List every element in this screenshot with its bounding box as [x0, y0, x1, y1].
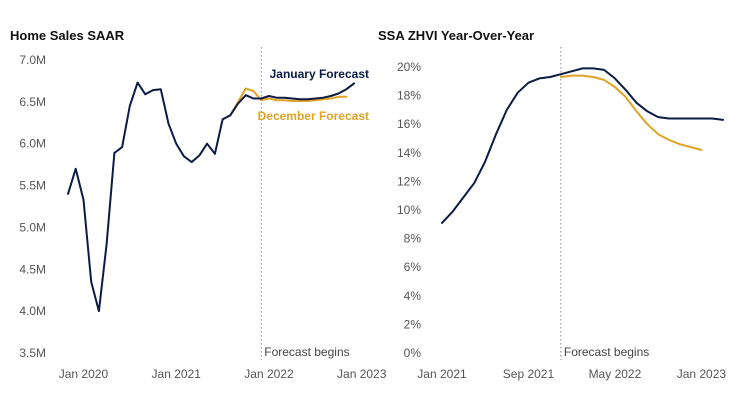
series-line-december-forecast: [559, 74, 703, 151]
y-tick-label: 5.0M: [19, 220, 46, 234]
x-tick-label: Jan 2020: [59, 367, 109, 381]
y-tick-label: 3.5M: [19, 346, 46, 360]
home-sales-chart: 3.5M 4.0M 4.5M 5.0M 5.5M 6.0M 6.5M 7.0M Jan 2020…: [19, 47, 387, 381]
y-tick-label: 5.5M: [19, 179, 46, 193]
y-tick-label: 0%: [404, 346, 422, 360]
chart-panel-home-sales: Home Sales SAAR 3.5M 4.0M 4.5M 5.0M 5.5M 6.0M…: [10, 28, 387, 381]
y-tick-label: 12%: [397, 174, 421, 188]
series-line-december-forecast: [221, 87, 348, 121]
x-tick-label: Jan 2022: [244, 367, 294, 381]
series-label-january-forecast: January Forecast: [270, 67, 369, 81]
forecast-begins-label: Forecast begins: [564, 345, 649, 359]
y-tick-label: 6.0M: [19, 137, 46, 151]
series-line-january-forecast: [67, 81, 355, 313]
x-tick-label: May 2022: [589, 367, 642, 381]
y-tick-label: 7.0M: [19, 53, 46, 67]
chart-panel-zhvi: SSA ZHVI Year-Over-Year 0% 2% 4% 6% 8% 10% 12%…: [375, 0, 750, 400]
x-tick-label: Jan 2023: [337, 367, 387, 381]
y-tick-label: 20%: [397, 60, 421, 74]
y-tick-label: 6.5M: [19, 95, 46, 109]
x-tick-label: Jan 2023: [677, 367, 727, 381]
y-tick-label: 4.5M: [19, 262, 46, 276]
y-tick-label: 10%: [397, 203, 421, 217]
series-line-january-forecast: [441, 67, 724, 224]
forecast-begins-label: Forecast begins: [264, 345, 349, 359]
series-label-december-forecast: December Forecast: [258, 109, 369, 123]
y-tick-label: 4%: [404, 289, 422, 303]
x-tick-label: Jan 2021: [152, 367, 202, 381]
y-tick-label: 14%: [397, 146, 421, 160]
x-tick-label: Sep 2021: [503, 367, 555, 381]
y-tick-label: 16%: [397, 117, 421, 131]
y-tick-label: 6%: [404, 260, 422, 274]
y-tick-label: 2%: [404, 317, 422, 331]
zhvi-yoy-chart: 0% 2% 4% 6% 8% 10% 12% 14% 16% 18% 20% Jan 2021 Sep …: [397, 47, 727, 381]
y-tick-label: 8%: [404, 232, 422, 246]
chart-title: SSA ZHVI Year-Over-Year: [378, 28, 535, 43]
y-tick-label: 18%: [397, 89, 421, 103]
x-tick-label: Jan 2021: [417, 367, 467, 381]
chart-title: Home Sales SAAR: [10, 28, 125, 43]
y-tick-label: 4.0M: [19, 304, 46, 318]
